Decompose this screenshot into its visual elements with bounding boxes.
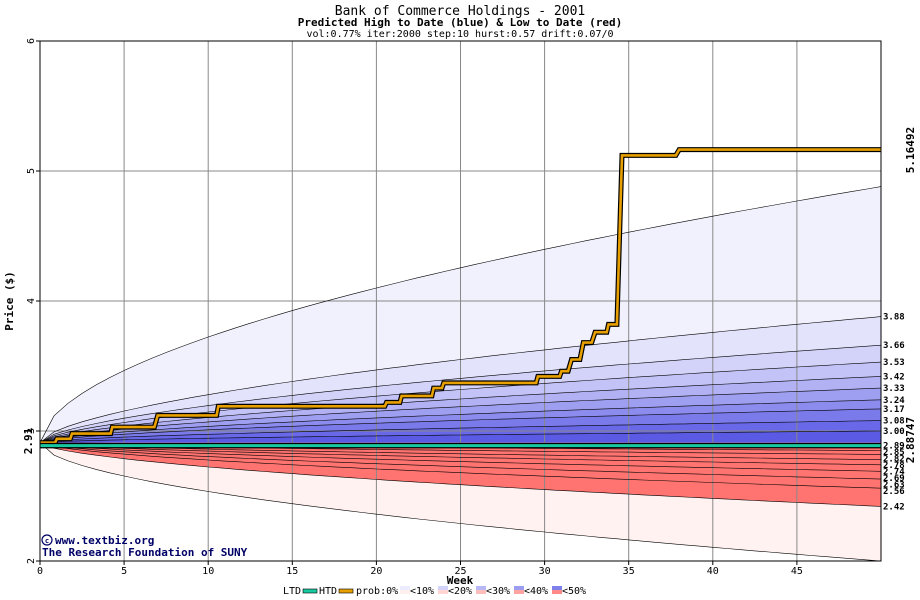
band-outline-6 [39,399,882,443]
high-pct-label-0: 3.88 [883,313,905,323]
x-tick-label-10: 10 [202,566,214,577]
high-band-6 [40,399,881,443]
high-pct-label-2: 3.53 [883,358,905,368]
x-axis-label: Week [447,574,474,587]
legend-htd-swatch [338,588,354,594]
series-lines [40,147,881,449]
legend-item-4: <50% [562,586,586,597]
high-pct-label-8: 3.00 [883,427,905,437]
band-outline-14 [39,442,882,460]
legend-swatch-red-3 [514,590,524,594]
legend-swatch-blue-0 [400,586,410,590]
low-pct-label-2: 2.82 [883,454,905,464]
x-tick-label-5: 5 [121,566,127,577]
start-price-label: 2.91 [22,427,35,454]
band-outline-17 [39,442,882,480]
chart-subtitle: Predicted High to Date (blue) & Low to D… [298,16,623,29]
high-pct-label-3: 3.42 [883,372,905,382]
band-outline-0 [39,186,882,443]
y-tick-label-4: 4 [26,298,37,304]
y-tick-label-2: 2 [26,558,37,564]
x-tick-label-20: 20 [370,566,382,577]
high-pct-label-5: 3.24 [883,396,905,406]
high-band-4 [40,376,881,443]
x-tick-label-45: 45 [791,566,803,577]
copyright-glyph: c [45,537,49,545]
legend-swatch-red-2 [476,590,486,594]
legend-swatch-blue-2 [476,586,486,590]
y-tick-label-6: 6 [26,38,37,44]
legend-ltd-label: LTD [283,586,301,597]
band-outline-2 [39,344,882,443]
band-outline-1 [39,316,882,443]
low-pct-label-6: 2.63 [883,480,905,490]
band-outline-9 [39,430,882,443]
copyright-icon [41,534,53,546]
low-pct-label-1: 2.85 [883,448,905,458]
chart-params: vol:0.77% iter:2000 step:10 hurst:0.57 d… [306,29,613,40]
band-outline-19 [39,442,882,507]
low-pct-label-4: 2.74 [883,467,905,477]
high-pct-label-1: 3.66 [883,341,905,351]
band-outline-7 [39,408,882,443]
credit-site: www.textbiz.org [55,534,154,547]
band-outline-16 [39,442,882,472]
band-outline-5 [39,387,882,443]
x-tick-label-15: 15 [286,566,298,577]
low-pct-label-8: 2.42 [883,502,905,512]
legend-item-0: <10% [410,586,434,597]
percentile-labels: 3.88 3.66 3.53 3.42 3.33 3.243.17 3.083.00 2.89… [883,313,905,513]
legend-item-1: <20% [448,586,472,597]
credit-org: The Research Foundation of SUNY [42,546,248,559]
legend-swatch-blue-1 [438,586,448,590]
y-axis-label: Price ($) [3,271,16,331]
legend-item-3: <40% [524,586,548,597]
x-tick-label-25: 25 [454,566,466,577]
band-outline-18 [39,442,882,489]
grid-lines [40,41,881,561]
htd-line [40,148,881,444]
low-pct-label-3: 2.78 [883,461,905,471]
high-band-1 [40,316,881,443]
legend-swatch-red-4 [552,590,562,594]
y-tick-label-5: 5 [26,168,37,174]
x-tick-label-0: 0 [37,566,43,577]
high-pct-label-7: 3.08 [883,417,905,427]
y-axis: 2 3 4 5 6 [26,38,40,564]
chart-title: Bank of Commerce Holdings - 2001 [335,4,585,19]
legend: LTD HTD prob:0% <10% <20% <30% <40% <50% [283,586,586,597]
credit-block: c www.textbiz.org The Research Foundatio… [41,534,248,559]
high-pct-label-6: 3.17 [883,405,905,415]
min-low-label: 2.88747 [904,417,917,463]
band-outline-10 [39,442,882,562]
max-high-label: 5.16492 [904,127,917,173]
x-tick-label-40: 40 [707,566,719,577]
legend-item-2: <30% [486,586,510,597]
high-pct-label-4: 3.33 [883,384,905,394]
legend-htd-label: HTD [319,586,337,597]
legend-prob-label: prob:0% [356,586,398,597]
band-outline-15 [39,442,882,466]
band-outline-4 [39,376,882,443]
low-pct-label-0: 2.89 [883,441,905,451]
x-axis: 0 5 10 15 20 25 30 35 40 45 [37,561,803,577]
legend-swatch-blue-3 [514,586,524,590]
y-tick-label-3: 3 [26,428,37,434]
x-tick-label-30: 30 [539,566,551,577]
legend-swatch-red-0 [400,590,410,594]
high-band-2 [40,345,881,443]
band-outline-8 [39,420,882,443]
high-band-5 [40,388,881,443]
high-band-3 [40,362,881,443]
x-tick-label-35: 35 [623,566,635,577]
low-pct-label-7: 2.56 [883,487,905,497]
low-pct-label-5: 2.69 [883,474,905,484]
legend-swatch-red-1 [438,590,448,594]
legend-ltd-swatch [302,588,318,594]
legend-swatch-blue-4 [552,586,562,590]
